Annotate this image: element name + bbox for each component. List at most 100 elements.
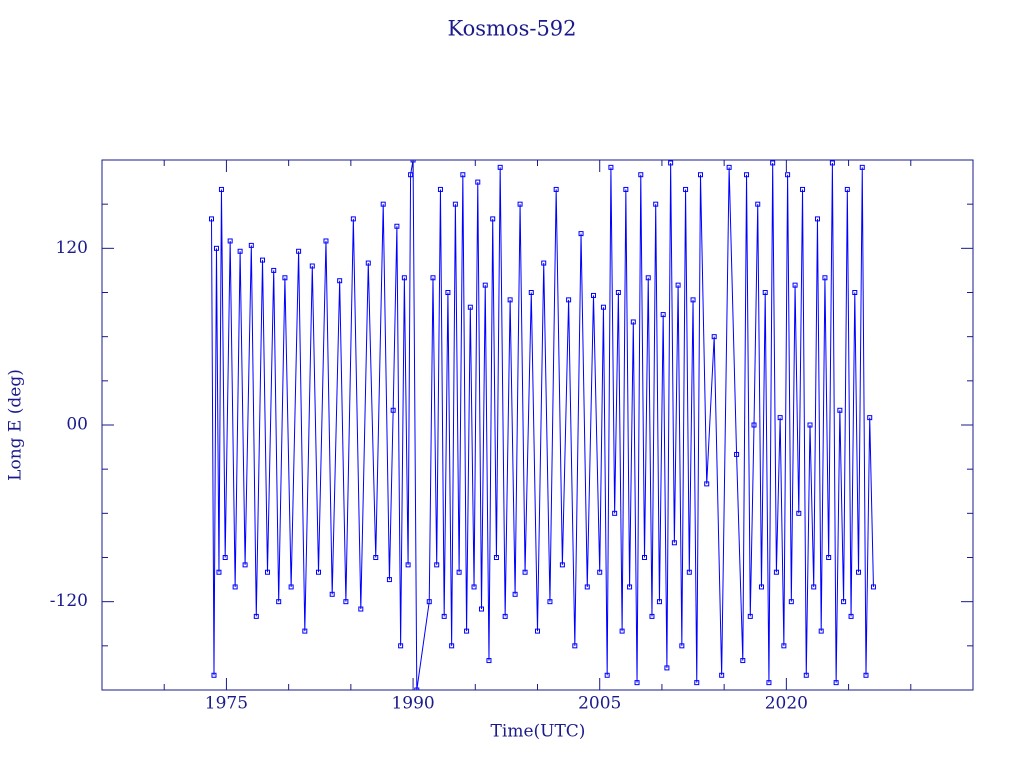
x-tick-label: 2005: [578, 694, 621, 714]
y-axis-label: Long E (deg): [6, 369, 26, 481]
data-point: [788, 599, 794, 605]
data-point: [660, 312, 666, 318]
data-point: [426, 599, 432, 605]
data-point: [656, 599, 662, 605]
data-point: [747, 613, 753, 619]
data-point: [441, 613, 447, 619]
data-point: [248, 242, 254, 248]
data-point: [818, 628, 824, 634]
data-point: [773, 569, 779, 575]
y-tick-label: 120: [56, 238, 88, 258]
data-point: [590, 292, 596, 298]
data-point: [785, 172, 791, 178]
data-point: [837, 407, 843, 413]
data-point: [408, 172, 414, 178]
data-point: [522, 569, 528, 575]
data-point: [329, 591, 335, 597]
data-point: [600, 304, 606, 310]
data-point: [608, 164, 614, 170]
data-point: [833, 680, 839, 686]
data-point: [460, 172, 466, 178]
data-point: [671, 540, 677, 546]
data-point: [302, 628, 308, 634]
data-point: [373, 555, 379, 560]
data-point: [218, 186, 224, 192]
data-point: [698, 172, 704, 178]
data-point: [271, 267, 277, 273]
data-point: [497, 164, 503, 170]
data-point: [208, 216, 214, 222]
data-point: [690, 297, 696, 303]
data-point: [394, 223, 400, 229]
data-point: [479, 606, 485, 612]
data-point: [296, 248, 302, 254]
data-point: [528, 290, 534, 295]
data-point: [547, 599, 553, 605]
x-tick-label: 1990: [391, 694, 434, 714]
data-point: [490, 216, 496, 222]
data-point: [734, 451, 740, 457]
data-point: [253, 613, 259, 619]
data-line: [210, 160, 874, 690]
data-point: [822, 275, 828, 281]
data-point: [222, 555, 228, 560]
data-point: [807, 422, 813, 428]
data-point: [559, 562, 565, 568]
data-point: [216, 569, 222, 575]
data-point: [777, 415, 783, 421]
data-point: [796, 510, 802, 516]
chart-title: Kosmos-592: [447, 17, 576, 41]
data-point: [456, 569, 462, 575]
data-point: [859, 164, 865, 170]
data-point: [237, 248, 243, 254]
data-point: [482, 282, 488, 288]
data-point: [811, 584, 817, 590]
data-point: [604, 672, 610, 678]
data-point: [493, 555, 499, 560]
data-point: [679, 643, 685, 649]
data-point: [844, 186, 850, 192]
data-point: [386, 577, 392, 583]
data-point: [464, 628, 470, 634]
y-tick-label: 00: [66, 415, 88, 435]
data-point: [398, 643, 404, 649]
data-point: [541, 260, 547, 266]
data-point: [630, 319, 636, 325]
data-point: [675, 282, 681, 288]
data-point: [584, 584, 590, 590]
x-tick-label: 1975: [205, 694, 248, 714]
data-point: [211, 672, 217, 678]
data-point: [578, 231, 584, 237]
data-point: [792, 282, 798, 288]
data-point: [553, 186, 559, 192]
data-point: [766, 680, 772, 686]
data-point: [668, 160, 674, 166]
data-point: [572, 643, 578, 649]
data-point: [471, 584, 477, 590]
data-point: [758, 584, 764, 590]
data-point: [870, 584, 876, 590]
data-point: [434, 562, 440, 568]
data-point: [358, 606, 364, 612]
data-point: [704, 481, 710, 487]
data-point: [309, 263, 315, 269]
data-point: [350, 216, 356, 222]
data-point: [649, 613, 655, 619]
data-point: [711, 334, 717, 340]
data-point: [323, 238, 329, 244]
data-point: [390, 407, 396, 413]
data-point: [863, 672, 869, 678]
data-point: [507, 297, 513, 303]
data-point: [726, 164, 732, 170]
data-point: [744, 172, 750, 178]
data-point: [502, 613, 508, 619]
data-point: [445, 290, 451, 295]
data-point: [867, 415, 873, 421]
x-tick-label: 2020: [765, 694, 808, 714]
data-point: [612, 510, 618, 516]
data-point: [856, 569, 862, 575]
data-point: [719, 672, 725, 678]
data-point: [380, 201, 386, 207]
x-axis-label: Time(UTC): [491, 722, 586, 742]
